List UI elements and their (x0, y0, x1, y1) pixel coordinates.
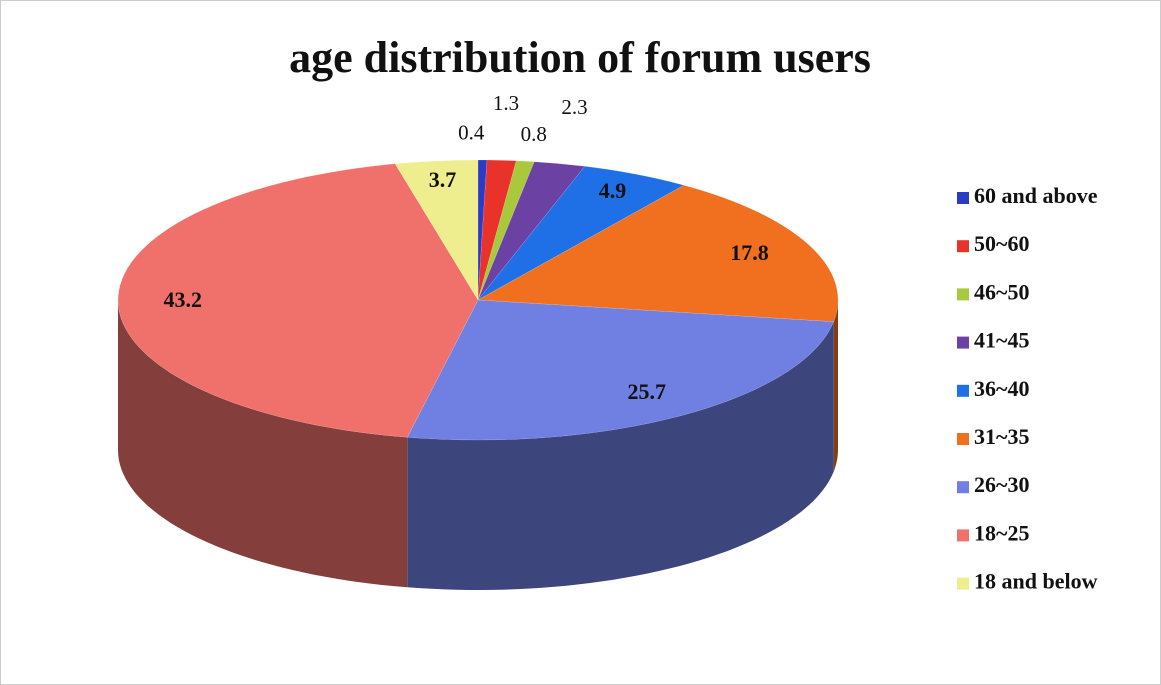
pie-side (118, 300, 408, 588)
pie-slice (477, 160, 535, 301)
data-label: 1.3 (493, 91, 519, 115)
pie-slice (477, 159, 488, 301)
legend-swatch (957, 384, 969, 397)
data-label: 0.8 (521, 122, 547, 146)
data-label: 0.4 (458, 121, 485, 145)
chart-title: age distribution of forum users (289, 33, 871, 82)
legend-swatch (957, 192, 969, 204)
legend-label: 36~40 (974, 376, 1029, 401)
legend-swatch (957, 240, 969, 253)
pie-slice (406, 299, 835, 441)
pie-slice (477, 161, 586, 301)
legend-swatch (957, 529, 969, 542)
legend-swatch (957, 577, 969, 590)
legend-label: 50~60 (974, 231, 1029, 256)
data-label: 17.8 (730, 240, 769, 265)
legend-swatch (957, 336, 969, 349)
legend-swatch (957, 433, 969, 445)
data-label: 2.3 (561, 95, 587, 119)
pie-slice (394, 159, 479, 301)
data-label: 43.2 (164, 287, 203, 312)
pie-slice (477, 184, 839, 322)
pie-side (833, 300, 838, 472)
legend-label: 18~25 (974, 520, 1029, 545)
legend-swatch (957, 288, 969, 301)
legend-label: 60 and above (974, 183, 1098, 208)
legend-swatch (957, 481, 969, 494)
legend-label: 26~30 (974, 472, 1029, 497)
legend-label: 41~45 (974, 328, 1029, 353)
pie-slice (117, 163, 479, 438)
legend-label: 46~50 (974, 279, 1029, 304)
data-label: 4.9 (599, 178, 627, 203)
legend-label: 18 and below (974, 569, 1098, 594)
pie-side (407, 321, 834, 590)
pie-slice (477, 159, 517, 301)
data-label: 3.7 (429, 167, 457, 192)
data-label: 25.7 (628, 379, 667, 404)
pie-slice (477, 166, 685, 301)
legend-label: 31~35 (974, 424, 1029, 449)
